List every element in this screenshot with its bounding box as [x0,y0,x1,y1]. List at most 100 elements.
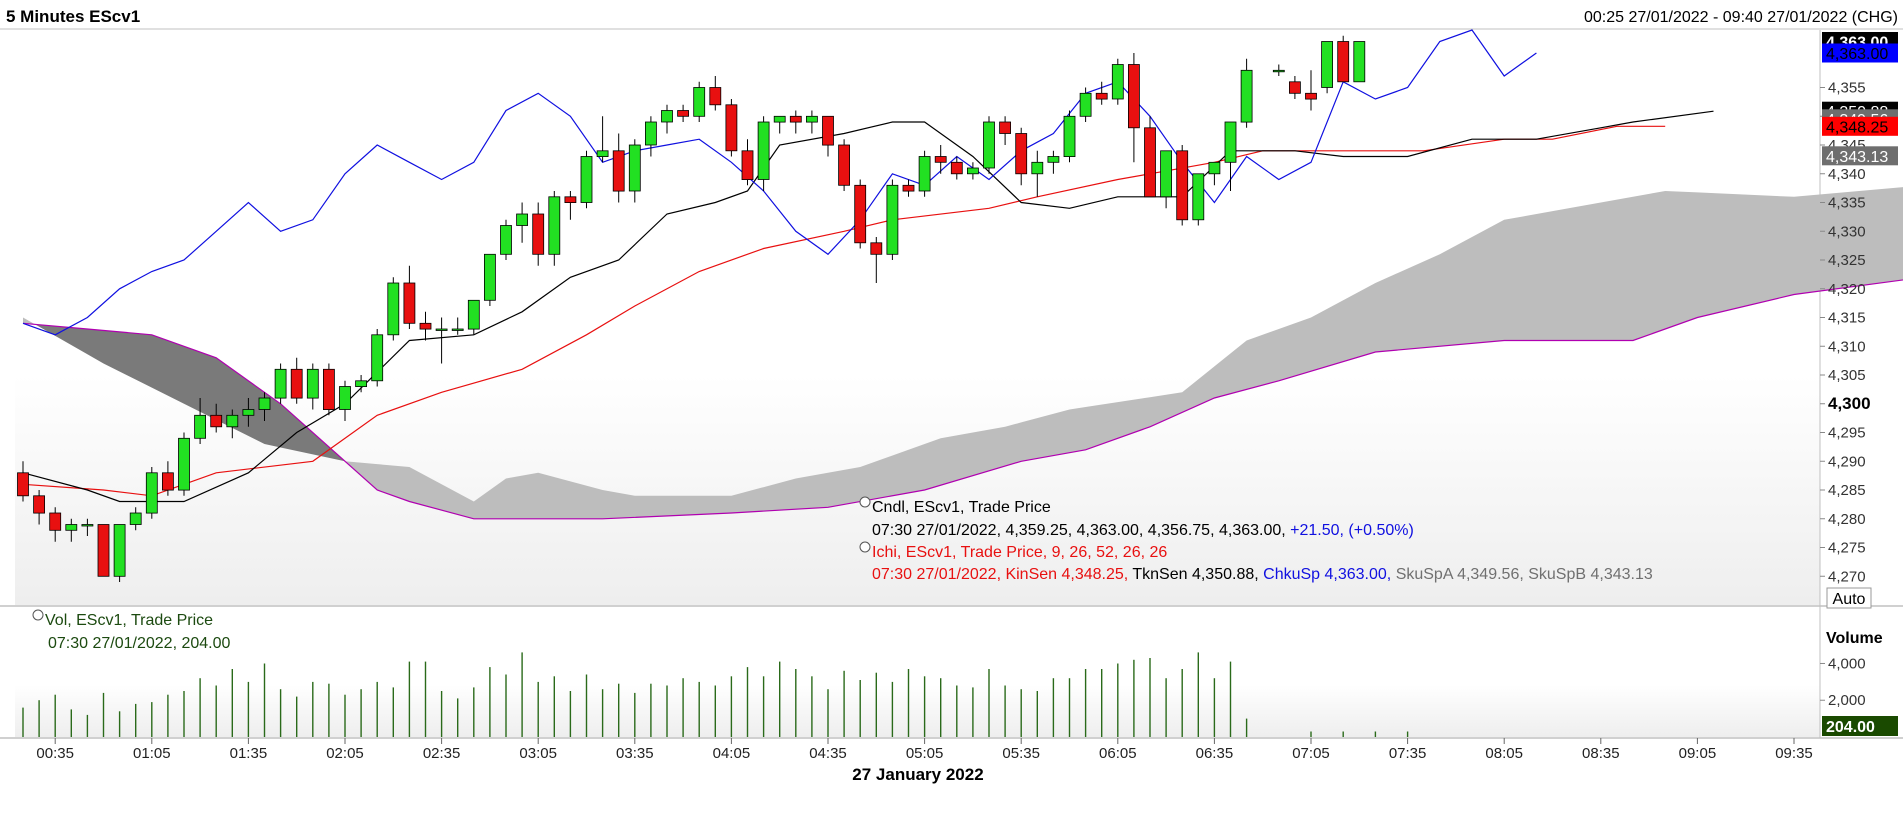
legend-toggle-icon[interactable] [859,496,871,508]
candle-body [210,414,223,428]
candle-body [17,472,29,497]
candle-body [999,121,1011,134]
price-tick-label: 4,305 [1828,367,1866,384]
candle-body [129,512,142,525]
candle-body [564,196,577,204]
tenkan-sen-line [22,110,1714,503]
time-tick-label: 04:35 [809,745,847,762]
time-tick-label: 08:05 [1485,745,1523,762]
price-tick-label: 4,295 [1828,425,1866,442]
time-tick-label: 06:05 [1099,745,1137,762]
auto-button[interactable]: Auto [1826,587,1872,609]
legend-candle-title: Cndl, EScv1, Trade Price [872,499,1051,516]
price-tag [1822,146,1898,166]
candle-body [677,110,689,117]
price-tick-label: 4,270 [1828,568,1866,585]
time-range: 00:25 27/01/2022 - 09:40 27/01/2022 (CHG… [1584,9,1898,26]
candle-body [178,437,190,491]
candle-body [773,115,786,123]
candle-body [97,524,110,577]
time-tick-label: 05:35 [1002,745,1040,762]
ichimoku-cloud [22,187,1903,520]
candle-body [580,156,593,203]
volume-legend-title: Vol, EScv1, Trade Price [45,612,213,629]
price-tag [1822,43,1898,63]
candle-body [274,368,287,399]
candle-body [113,524,126,577]
price-tick-label: 4,330 [1828,223,1866,240]
candle-body [934,156,947,163]
legend-ichi-title: Ichi, EScv1, Trade Price, 9, 26, 52, 26,… [872,544,1167,561]
date-label: 27 January 2022 [852,765,983,784]
candle-body [194,414,207,439]
candle-body [757,121,770,180]
candle-body [822,115,834,146]
price-tick-label: 4,325 [1828,252,1866,269]
candle-body [1321,41,1333,88]
chart-title: 5 Minutes EScv1 [6,7,140,26]
candle-body [950,161,963,175]
price-tick-label: 4,335 [1828,195,1866,212]
volume-tag-label: 204.00 [1826,719,1875,736]
candle-body [789,115,802,123]
volume-legend: Vol, EScv1, Trade Price 07:30 27/01/2022… [32,609,230,652]
cloud-segment [34,324,346,462]
time-tick-label: 00:35 [36,745,74,762]
chikou-span-line [22,29,1537,336]
auto-button-label: Auto [1833,591,1866,608]
candle-body [81,524,94,527]
price-tag [1822,116,1898,136]
candle-body [548,196,561,255]
candle-body [1079,92,1092,117]
volume-tag [1822,716,1898,736]
time-tick-label: 03:05 [519,745,557,762]
candle-body [1144,127,1156,198]
candle-body [1095,92,1108,100]
volume-plot-area[interactable] [15,607,1820,737]
candle-body [49,512,62,531]
legend-toggle-icon[interactable] [32,609,44,621]
candle-body [387,282,400,336]
price-tag-label: 4,343.13 [1826,149,1888,166]
ichimoku-lines [22,29,1714,503]
time-tick-label: 02:35 [423,745,461,762]
candle-body [483,253,496,301]
candle-body [902,184,915,192]
legend-ichi-values: 07:30 27/01/2022, KinSen 4,348.25, TknSe… [872,566,1653,583]
candle-body [612,150,625,192]
time-axis: 00:35 01:05 01:35 02:05 02:35 03:05 03:35 04:05… [36,738,1813,762]
price-tick-label: 4,275 [1828,540,1866,557]
candle-body [693,87,706,117]
candle-body [258,397,271,410]
candle-body [290,368,303,399]
candle-body [1337,41,1350,83]
candle-body [967,167,979,175]
candle-body [1031,161,1044,175]
candle-body [500,225,512,255]
senkou-span-b-line [22,279,1903,520]
candle-body [661,110,673,123]
legend-candle-values: 07:30 27/01/2022, 4,359.25, 4,363.00, 4,… [872,522,1414,539]
candle-body [451,328,464,331]
candle-body [419,322,432,330]
price-tick-label: 4,340 [1828,166,1866,183]
candle-body [339,386,351,410]
cloud-segment [345,187,1903,519]
candles [17,35,1366,582]
candle-body [1160,150,1172,198]
candle-body [1047,156,1060,163]
candle-body [532,213,545,255]
time-tick-label: 09:05 [1679,745,1717,762]
candle-body [1192,173,1205,221]
candle-body [1289,81,1301,94]
candle-body [870,242,883,255]
price-tags: 4,363.004,363.004,350.884,349.564,348.25… [1822,32,1898,166]
candle-body [226,414,239,428]
candle-body [1305,92,1317,100]
candle-body [886,184,899,255]
legend-toggle-icon[interactable] [859,541,871,553]
candle-body [1240,69,1253,123]
price-tick-label: 4,355 [1828,80,1866,97]
